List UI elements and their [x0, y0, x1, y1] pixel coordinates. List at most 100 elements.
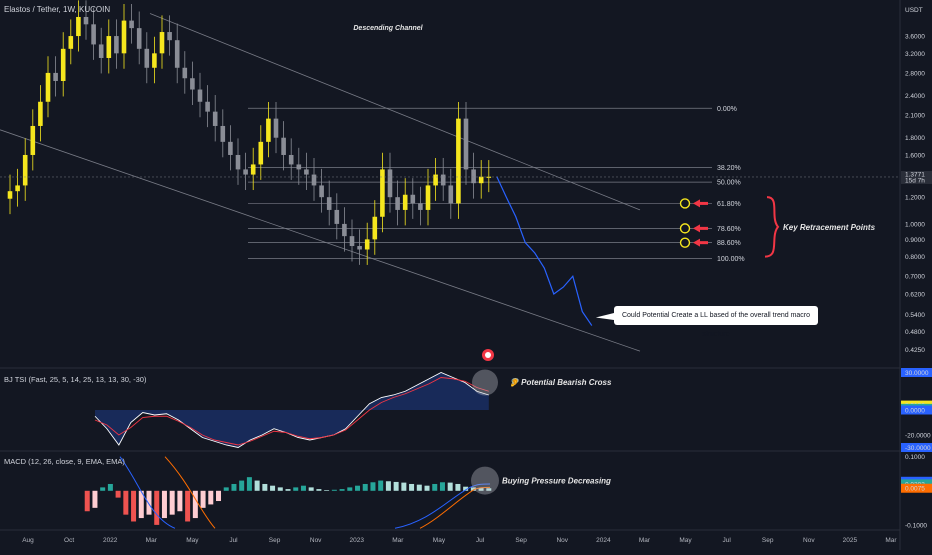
bearish-cross-highlight	[472, 369, 498, 396]
candle-body	[167, 32, 172, 41]
macd-indicator-label[interactable]: MACD (12, 26, close, 9, EMA, EMA)	[4, 457, 125, 466]
macd-histogram-bar	[107, 483, 113, 491]
macd-histogram-bar	[393, 481, 399, 491]
candle-body	[98, 44, 104, 58]
macd-histogram-bar	[401, 482, 407, 491]
callout-box: Could Potential Create a LL based of the…	[614, 306, 818, 338]
candle-body	[235, 154, 241, 170]
macd-histogram-bar	[239, 480, 245, 491]
candle-body	[45, 72, 51, 102]
retracement-bracket	[764, 196, 780, 258]
candle-body	[387, 169, 393, 198]
candle-body	[68, 36, 74, 49]
time-axis-label: Jul	[476, 537, 485, 544]
time-axis-label: Sep	[762, 537, 774, 544]
macd-histogram-bar	[262, 483, 268, 491]
macd-histogram-bar	[169, 490, 175, 515]
macd-histogram-bar	[192, 490, 198, 519]
red-arrow-icon	[693, 199, 700, 208]
time-axis: Aug Oct 2022 Mar May Jul Sep Nov 2023 Mar May Jul Se…	[22, 537, 897, 544]
macd-histogram-bar	[231, 483, 237, 491]
candle-body	[129, 20, 134, 29]
macd-histogram-bar	[362, 483, 368, 491]
candle-body	[76, 16, 81, 37]
macd-histogram-bar	[131, 490, 137, 522]
time-axis-label: May	[433, 537, 446, 544]
macd-histogram-bar	[84, 490, 90, 512]
red-arrow-icon	[693, 238, 700, 247]
candle-body	[281, 137, 286, 155]
candle-body	[433, 174, 438, 186]
candle-body	[152, 53, 157, 68]
tsi-line	[94, 372, 489, 448]
candle-body	[60, 48, 66, 81]
candle-body	[349, 236, 355, 247]
candle-body	[395, 197, 400, 210]
macd-histogram-bar	[355, 485, 361, 491]
price-tick-label: 1.8000	[905, 135, 925, 142]
macd-histogram-bar	[246, 477, 252, 491]
candle-body	[30, 125, 36, 155]
candle-body	[228, 141, 233, 155]
time-axis-label: Aug	[22, 537, 34, 544]
candle-body	[250, 164, 256, 175]
candle-body	[410, 194, 416, 204]
macd-histogram-bar	[432, 483, 438, 491]
candle-body	[334, 209, 340, 224]
time-axis-label: Mar	[146, 537, 158, 544]
candle-body	[243, 169, 248, 175]
candle-body	[357, 246, 362, 250]
buying-pressure-highlight	[471, 466, 499, 495]
candle-body	[296, 164, 302, 170]
macd-histogram-bar	[416, 484, 422, 491]
macd-histogram-bar	[409, 483, 415, 491]
candle-body	[174, 40, 180, 68]
macd-histogram-bar	[316, 489, 322, 491]
current-price-countdown: 15d 7h	[905, 177, 925, 184]
candle-body	[478, 176, 484, 184]
time-axis-label: 2023	[350, 537, 365, 544]
candle-body	[7, 191, 13, 199]
time-axis-label: Sep	[269, 537, 281, 544]
macd-histogram-bar	[216, 490, 222, 502]
price-tick-label: 0.9000	[905, 237, 925, 244]
price-tick-label: 3.2000	[905, 51, 925, 58]
price-scale: USDT 3.6000 3.2000 2.8000 2.4000 2.1000 1.8000…	[901, 7, 932, 529]
macd-scale-label: -0.1000	[905, 522, 927, 529]
candle-body	[38, 101, 43, 126]
macd-pane: Buying Pressure Decreasing	[84, 456, 611, 529]
macd-histogram-bar	[324, 490, 330, 491]
candle-body	[205, 101, 210, 112]
projection-path	[496, 176, 593, 326]
macd-histogram-bar	[177, 490, 183, 512]
tsi-scale-tag	[901, 443, 932, 452]
macd-histogram-bar	[138, 490, 144, 519]
macd-histogram-bar	[339, 489, 345, 491]
macd-histogram-bar	[370, 482, 376, 491]
candle-body	[121, 20, 127, 54]
red-arrow-shaft	[700, 226, 708, 230]
macd-histogram-bar	[486, 488, 492, 491]
candle-body	[266, 118, 271, 142]
red-arrow-shaft	[700, 201, 708, 205]
chart-title: Elastos / Tether, 1W, KUCOIN	[4, 5, 111, 14]
macd-histogram-bar	[277, 487, 283, 491]
candle-body	[15, 185, 20, 192]
price-tick-label: 0.4800	[905, 329, 925, 336]
candle-body	[463, 118, 469, 170]
price-tick-label: 0.7000	[905, 274, 925, 281]
candle-body	[326, 197, 332, 210]
tsi-indicator-label[interactable]: BJ TSI (Fast, 25, 5, 14, 25, 13, 13, 30,…	[4, 375, 147, 384]
price-tick-label: 2.4000	[905, 93, 925, 100]
macd-histogram-bar	[347, 487, 353, 491]
price-tick-label: 0.5400	[905, 312, 925, 319]
candle-body	[311, 174, 317, 186]
candle-body	[182, 67, 188, 79]
macd-line	[119, 456, 491, 529]
candle-body	[288, 154, 294, 165]
retracement-marker-icon	[679, 223, 691, 234]
price-tick-label: 0.6200	[905, 292, 925, 299]
